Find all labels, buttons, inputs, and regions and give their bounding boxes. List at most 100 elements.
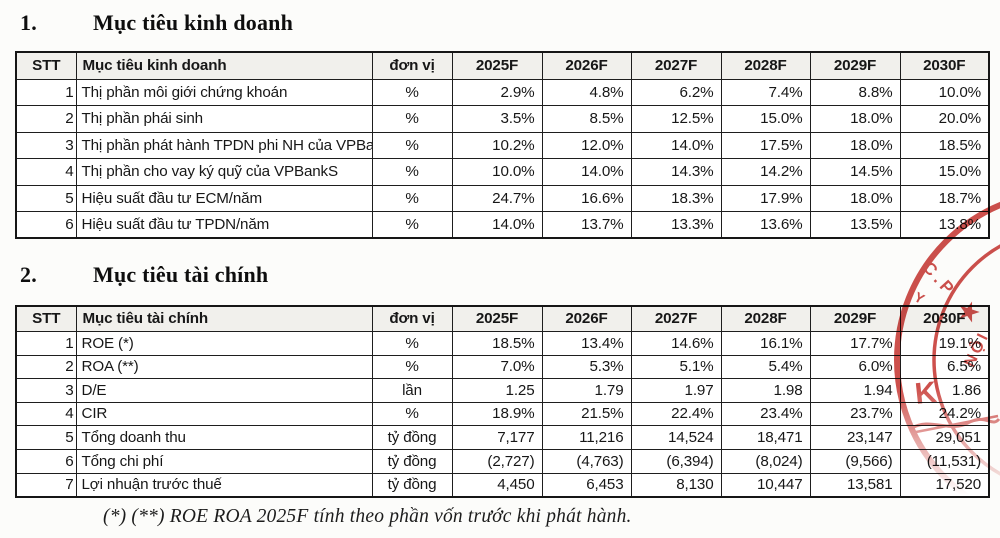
cell-value: 15.0% (720, 105, 811, 133)
cell-value: 29,051 (899, 425, 990, 450)
cell-value: 6,453 (541, 472, 632, 498)
cell-value: 24.2% (899, 401, 990, 427)
table-row: 2 ROA (**)% 7.0% 5.3% 5.1% 5.4% 6.0% 6.5% (15, 354, 990, 380)
cell-unit: % (371, 401, 453, 427)
cell-value: 13.4% (541, 331, 632, 356)
cell-unit: tỷ đồng (371, 425, 453, 450)
cell-name: CIR (75, 401, 373, 427)
cell-value: 21.5% (541, 401, 632, 427)
cell-value: (11,531) (899, 448, 990, 474)
cell-name: D/E (75, 378, 373, 403)
table-row: 6 Hiệu suất đầu tư TPDN/năm% 14.0% 13.7% 13.… (15, 210, 990, 239)
column-header: 2030F (899, 51, 990, 80)
table-row: 5 Hiệu suất đầu tư ECM/năm% 24.7% 16.6% 18.3… (15, 184, 990, 212)
cell-name: Tổng doanh thu (75, 425, 373, 450)
cell-name: Thị phần môi giới chứng khoán (75, 78, 373, 107)
table-row: 4 CIR% 18.9% 21.5% 22.4% 23.4% 23.7% 24.2% (15, 401, 990, 427)
section-number: 2. (20, 262, 37, 287)
cell-name: Lợi nhuận trước thuế (75, 472, 373, 498)
cell-value: 1.98 (720, 378, 811, 403)
cell-name: Hiệu suất đầu tư ECM/năm (75, 184, 373, 212)
column-header: STT (15, 51, 77, 80)
cell-stt: 2 (15, 354, 77, 380)
cell-value: (2,727) (451, 448, 543, 474)
cell-unit: lần (371, 378, 453, 403)
cell-unit: % (371, 78, 453, 107)
cell-value: 18.5% (451, 331, 543, 356)
cell-value: 2.9% (451, 78, 543, 107)
cell-value: 3.5% (451, 105, 543, 133)
section-title-text: Mục tiêu kinh doanh (93, 10, 294, 35)
cell-value: 18.3% (630, 184, 722, 212)
cell-value: 16.1% (720, 331, 811, 356)
column-header: 2030F (899, 305, 990, 332)
cell-value: 12.5% (630, 105, 722, 133)
cell-unit: % (371, 158, 453, 186)
cell-value: 20.0% (899, 105, 990, 133)
header-row: STT Mục tiêu kinh doanh đơn vị 2025F 2026F 20… (15, 51, 990, 80)
cell-stt: 5 (15, 425, 77, 450)
cell-value: 12.0% (541, 131, 632, 160)
cell-unit: tỷ đồng (371, 448, 453, 474)
column-header: 2029F (809, 305, 901, 332)
cell-value: 10,447 (720, 472, 811, 498)
cell-value: 13.8% (899, 210, 990, 239)
business-targets-table: STT Mục tiêu kinh doanh đơn vị 2025F 2026F 20… (15, 51, 990, 240)
column-header: Mục tiêu kinh doanh (75, 51, 373, 80)
cell-value: 18.5% (899, 131, 990, 160)
table-row: 3 D/E lần 1.25 1.79 1.97 1.98 1.94 1.86 (15, 378, 990, 403)
cell-value: 17.9% (720, 184, 811, 212)
cell-value: 7,177 (451, 425, 543, 450)
cell-value: (9,566) (809, 448, 901, 474)
table-row: 2 Thị phần phái sinh% 3.5% 8.5% 12.5% 15.0% 18… (15, 105, 990, 133)
cell-value: 22.4% (630, 401, 722, 427)
column-header: 2028F (720, 305, 811, 332)
cell-value: 19.1% (899, 331, 990, 356)
cell-value: 23.4% (720, 401, 811, 427)
financial-targets-table: STT Mục tiêu tài chính đơn vị 2025F 2026F 202… (15, 305, 990, 499)
cell-name: ROE (*) (75, 331, 373, 356)
cell-name: Thị phần phát hành TPDN phi NH của VPBan… (75, 131, 373, 160)
cell-value: 11,216 (541, 425, 632, 450)
cell-value: 7.4% (720, 78, 811, 107)
cell-value: 10.0% (899, 78, 990, 107)
cell-value: 18.0% (809, 105, 901, 133)
column-header: Mục tiêu tài chính (75, 305, 373, 332)
cell-value: 5.1% (630, 354, 722, 380)
column-header: STT (15, 305, 77, 332)
cell-value: 8.8% (809, 78, 901, 107)
cell-name: Hiệu suất đầu tư TPDN/năm (75, 210, 373, 239)
cell-value: 10.0% (451, 158, 543, 186)
cell-value: (8,024) (720, 448, 811, 474)
column-header: đơn vị (371, 51, 453, 80)
cell-stt: 6 (15, 448, 77, 474)
cell-value: 14.5% (809, 158, 901, 186)
cell-value: 13.5% (809, 210, 901, 239)
table-row: 3 Thị phần phát hành TPDN phi NH của VPBa… (15, 131, 990, 160)
cell-value: 1.86 (899, 378, 990, 403)
cell-unit: % (371, 210, 453, 239)
cell-stt: 1 (15, 331, 77, 356)
cell-value: 14.0% (451, 210, 543, 239)
cell-stt: 3 (15, 378, 77, 403)
cell-value: 6.5% (899, 354, 990, 380)
cell-value: 13.3% (630, 210, 722, 239)
cell-value: 14.0% (541, 158, 632, 186)
section-2-title: 2. Mục tiêu tài chính (20, 262, 980, 288)
cell-stt: 3 (15, 131, 77, 160)
cell-value: 14.2% (720, 158, 811, 186)
cell-stt: 2 (15, 105, 77, 133)
cell-value: 16.6% (541, 184, 632, 212)
table-row: 1 Thị phần môi giới chứng khoán% 2.9% 4.8% 6… (15, 78, 990, 107)
cell-stt: 1 (15, 78, 77, 107)
cell-value: 5.4% (720, 354, 811, 380)
cell-value: 23.7% (809, 401, 901, 427)
cell-value: 4,450 (451, 472, 543, 498)
cell-value: 14.0% (630, 131, 722, 160)
cell-name: ROA (**) (75, 354, 373, 380)
cell-value: 1.94 (809, 378, 901, 403)
cell-unit: tỷ đồng (371, 472, 453, 498)
cell-value: 10.2% (451, 131, 543, 160)
cell-name: Thị phần phái sinh (75, 105, 373, 133)
cell-unit: % (371, 354, 453, 380)
